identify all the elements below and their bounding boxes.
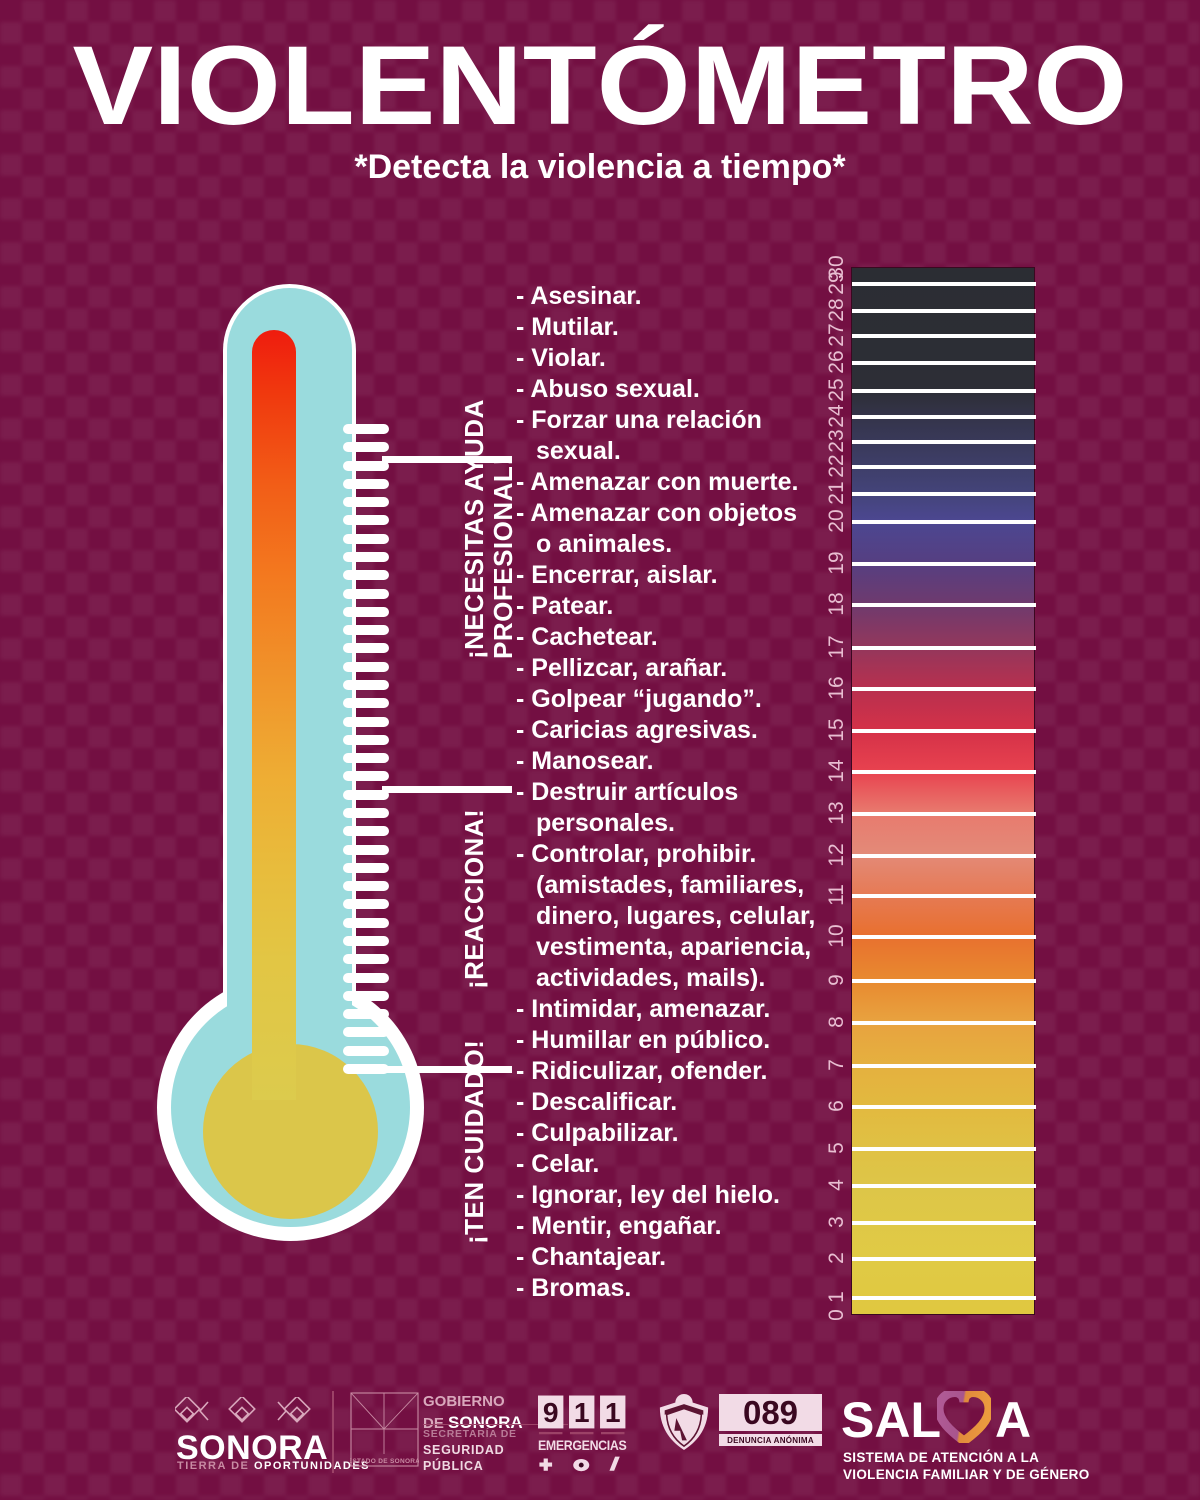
svg-text:1: 1 xyxy=(574,1396,590,1428)
svg-text:1: 1 xyxy=(605,1396,621,1428)
svg-text:EMERGENCIAS: EMERGENCIAS xyxy=(538,1438,627,1453)
svg-text:9: 9 xyxy=(543,1396,559,1428)
svg-text:089: 089 xyxy=(743,1394,798,1431)
svg-text:DENUNCIA ANÓNIMA: DENUNCIA ANÓNIMA xyxy=(727,1436,814,1445)
svg-text:ESTADO DE SONORA: ESTADO DE SONORA xyxy=(350,1458,419,1465)
